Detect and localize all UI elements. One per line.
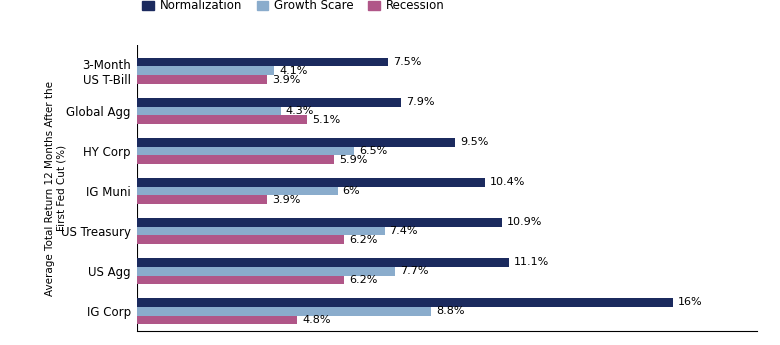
Bar <box>136 316 297 324</box>
Text: 9.5%: 9.5% <box>460 137 488 147</box>
Bar <box>136 267 395 276</box>
Bar <box>136 147 354 155</box>
Bar <box>136 187 338 195</box>
Text: 7.9%: 7.9% <box>406 97 434 107</box>
Bar <box>136 75 268 84</box>
Text: 7.4%: 7.4% <box>389 226 418 236</box>
Legend: Normalization, Growth Scare, Recession: Normalization, Growth Scare, Recession <box>143 0 445 12</box>
Bar <box>136 67 274 75</box>
Bar <box>136 218 502 227</box>
Text: 6.2%: 6.2% <box>349 235 378 245</box>
Bar <box>136 98 401 107</box>
Text: 5.9%: 5.9% <box>339 155 367 165</box>
Text: 11.1%: 11.1% <box>513 257 549 267</box>
Text: 3.9%: 3.9% <box>272 195 300 205</box>
Text: 4.8%: 4.8% <box>303 315 331 325</box>
Bar <box>136 115 307 124</box>
Bar <box>136 236 344 244</box>
Text: 5.1%: 5.1% <box>313 115 341 125</box>
Y-axis label: Average Total Return 12 Months After the
First Fed Cut (%): Average Total Return 12 Months After the… <box>44 80 66 296</box>
Text: 7.5%: 7.5% <box>393 57 421 67</box>
Text: 3.9%: 3.9% <box>272 75 300 85</box>
Text: 6%: 6% <box>342 186 360 196</box>
Text: 4.1%: 4.1% <box>279 66 307 76</box>
Text: 10.9%: 10.9% <box>507 217 542 227</box>
Text: 16%: 16% <box>678 297 703 307</box>
Bar <box>136 276 344 284</box>
Text: 10.4%: 10.4% <box>490 177 526 187</box>
Text: 7.7%: 7.7% <box>399 266 428 276</box>
Text: 8.8%: 8.8% <box>437 306 465 316</box>
Text: 4.3%: 4.3% <box>285 106 314 116</box>
Bar <box>136 107 281 115</box>
Text: 6.2%: 6.2% <box>349 275 378 285</box>
Bar <box>136 178 485 187</box>
Bar <box>136 138 455 147</box>
Bar <box>136 307 431 316</box>
Bar <box>136 298 673 307</box>
Bar <box>136 195 268 204</box>
Bar <box>136 227 385 236</box>
Text: 6.5%: 6.5% <box>360 146 388 156</box>
Bar <box>136 58 388 67</box>
Bar <box>136 155 335 164</box>
Bar <box>136 258 509 267</box>
